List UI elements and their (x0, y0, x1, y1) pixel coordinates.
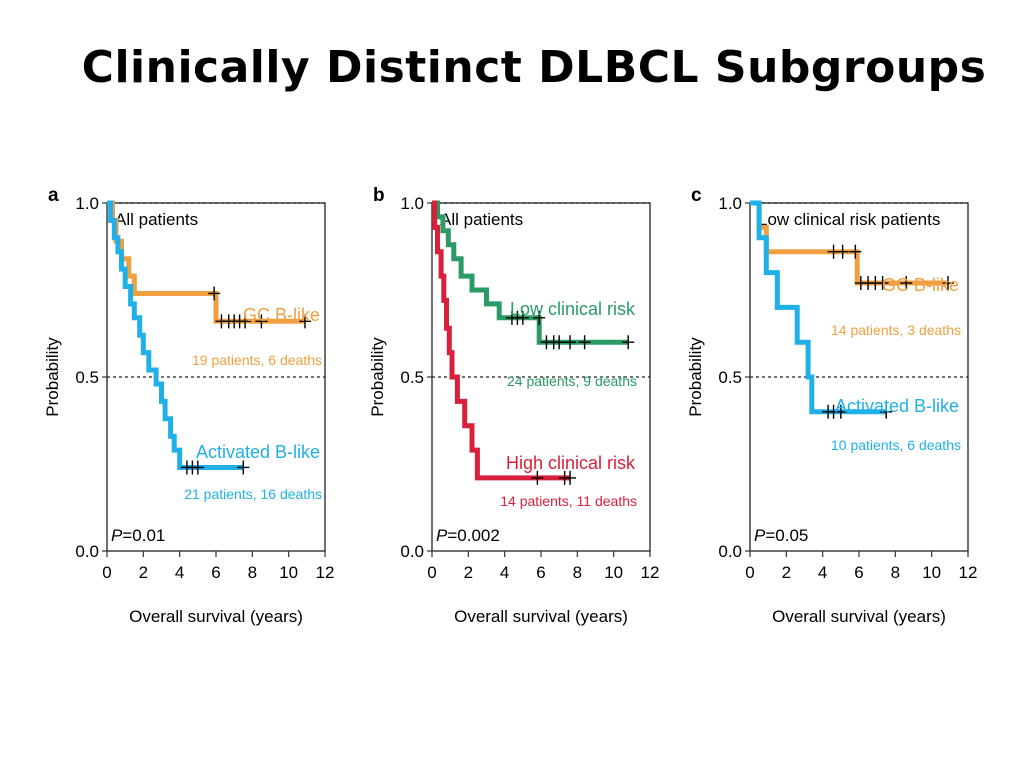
y-axis-label: Probability (43, 337, 62, 417)
y-tick-label: 0.5 (718, 368, 742, 387)
series-info: 14 patients, 3 deaths (831, 322, 961, 338)
y-tick-label: 0.0 (75, 542, 99, 561)
x-tick-label: 2 (139, 563, 148, 582)
p-value: P=0.002 (436, 526, 500, 545)
series-info: 14 patients, 11 deaths (500, 493, 637, 509)
panel-letter: c (691, 185, 702, 206)
censor-mark (622, 335, 635, 350)
panel-letter: a (48, 185, 59, 206)
censor-mark (239, 314, 252, 329)
y-axis-label: Probability (368, 337, 387, 417)
chart-title: All patients (440, 210, 523, 229)
censor-mark (880, 404, 893, 419)
x-tick-label: 2 (782, 563, 791, 582)
x-tick-label: 8 (573, 563, 582, 582)
x-tick-label: 8 (248, 563, 257, 582)
y-axis-label: Probability (686, 337, 705, 417)
censor-mark (191, 460, 204, 475)
x-tick-label: 6 (854, 563, 863, 582)
x-tick-label: 4 (175, 563, 184, 582)
series-info: 21 patients, 16 deaths (184, 486, 322, 502)
series-name: Activated B-like (835, 396, 959, 416)
x-tick-label: 0 (102, 563, 111, 582)
censor-mark (578, 335, 591, 350)
km-chart-c: c Low clinical risk patients 0.0 0.5 1.0 0 2 4 6… (686, 185, 978, 626)
x-tick-label: 12 (316, 563, 335, 582)
survival-curve (432, 200, 629, 345)
censor-mark (255, 314, 268, 329)
survival-curve (750, 200, 887, 415)
censor-mark (876, 276, 889, 291)
series-info: 19 patients, 6 deaths (192, 352, 322, 368)
censor-mark (208, 286, 221, 301)
y-tick-label: 0.0 (718, 542, 742, 561)
censor-mark (553, 335, 566, 350)
y-tick-label: 1.0 (718, 194, 742, 213)
x-tick-label: 4 (500, 563, 509, 582)
x-tick-label: 10 (604, 563, 623, 582)
x-tick-label: 2 (464, 563, 473, 582)
p-value: P=0.05 (754, 526, 808, 545)
km-chart-b: b All patients 0.0 0.5 1.0 0 2 4 6 8 10 12 Overall s… (368, 185, 660, 626)
series-name: High clinical risk (506, 453, 636, 473)
censor-mark (237, 460, 250, 475)
chart-title: All patients (115, 210, 198, 229)
censor-mark (533, 310, 546, 325)
panel-letter: b (373, 185, 385, 206)
series-name: GC B-like (243, 305, 320, 325)
censor-mark (836, 244, 849, 259)
censor-mark (564, 335, 577, 350)
censor-mark (900, 276, 913, 291)
x-tick-label: 12 (959, 563, 978, 582)
x-tick-label: 6 (211, 563, 220, 582)
chart-title: Low clinical risk patients (758, 210, 940, 229)
x-tick-label: 10 (279, 563, 298, 582)
censor-mark (516, 310, 529, 325)
y-tick-label: 1.0 (75, 194, 99, 213)
km-chart-a: a All patients 0.0 0.5 1.0 0 2 4 6 8 10 12 Overall s… (43, 185, 335, 626)
y-tick-label: 0.5 (400, 368, 424, 387)
y-tick-label: 0.0 (400, 542, 424, 561)
series-name: Low clinical risk (510, 299, 636, 319)
censor-mark (531, 470, 544, 485)
p-value: P=0.01 (111, 526, 165, 545)
x-axis-label: Overall survival (years) (454, 607, 628, 626)
x-tick-label: 4 (818, 563, 827, 582)
censor-mark (849, 244, 862, 259)
x-axis-label: Overall survival (years) (129, 607, 303, 626)
censor-mark (564, 470, 577, 485)
x-tick-label: 0 (745, 563, 754, 582)
series-name: Activated B-like (196, 442, 320, 462)
censor-mark (834, 404, 847, 419)
slide-title: Clinically Distinct DLBCL Subgroups (81, 42, 987, 93)
x-tick-label: 12 (641, 563, 660, 582)
censor-mark (299, 314, 312, 329)
x-tick-label: 10 (922, 563, 941, 582)
x-axis-label: Overall survival (years) (772, 607, 946, 626)
censor-mark (942, 276, 955, 291)
survival-curve (432, 200, 571, 481)
survival-curve (107, 200, 244, 470)
x-tick-label: 0 (427, 563, 436, 582)
y-tick-label: 0.5 (75, 368, 99, 387)
series-info: 24 patients, 9 deaths (507, 373, 637, 389)
series-info: 10 patients, 6 deaths (831, 437, 961, 453)
y-tick-label: 1.0 (400, 194, 424, 213)
x-tick-label: 8 (891, 563, 900, 582)
x-tick-label: 6 (536, 563, 545, 582)
series-name: GC B-like (882, 275, 959, 295)
